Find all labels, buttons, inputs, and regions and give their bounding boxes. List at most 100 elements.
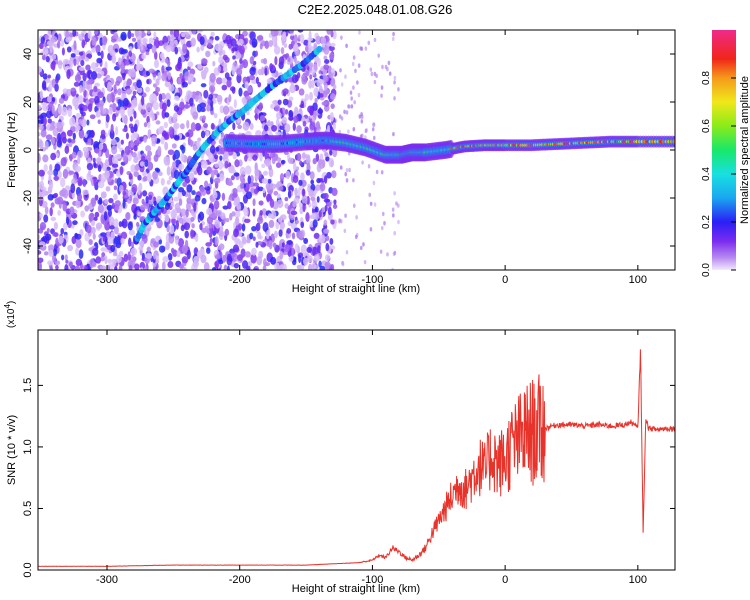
heatmap-cell xyxy=(279,222,286,230)
heatmap-cell xyxy=(137,211,142,217)
heatmap-cell xyxy=(127,107,134,117)
heatmap-cell xyxy=(358,114,362,119)
heatmap-cell xyxy=(94,211,100,218)
heatmap-cell xyxy=(224,160,229,169)
heatmap-cell xyxy=(318,260,322,268)
heatmap-cell xyxy=(145,195,149,204)
heatmap-cell xyxy=(307,39,312,49)
heatmap-cell xyxy=(128,50,133,57)
heatmap-cell xyxy=(172,154,176,161)
heatmap-cell xyxy=(157,145,162,156)
heatmap-cell xyxy=(155,235,161,241)
heatmap-cell xyxy=(166,179,171,185)
spectrogram-x-tick-label: 100 xyxy=(629,274,647,286)
heatmap-cell xyxy=(45,134,53,141)
heatmap-cell xyxy=(239,166,246,176)
heatmap-cell xyxy=(253,188,259,195)
heatmap-cell xyxy=(202,115,207,121)
heatmap-cell xyxy=(68,170,75,175)
heatmap-cell xyxy=(57,209,61,216)
heatmap-cell xyxy=(316,196,320,203)
heatmap-cell xyxy=(82,178,87,188)
heatmap-cell xyxy=(179,72,183,79)
heatmap-cell xyxy=(137,87,143,94)
heatmap-cell xyxy=(66,46,72,53)
heatmap-cell xyxy=(241,260,249,269)
heatmap-cell xyxy=(288,110,294,118)
heatmap-cell xyxy=(190,122,196,132)
heatmap-cell xyxy=(358,30,361,35)
heatmap-cell xyxy=(258,102,263,112)
heatmap-cell xyxy=(138,63,144,72)
heatmap-cell xyxy=(306,246,313,254)
heatmap-cell xyxy=(79,229,84,237)
heatmap-cell xyxy=(354,234,358,240)
heatmap-cell xyxy=(213,177,221,184)
heatmap-cell xyxy=(363,259,367,265)
heatmap-cell xyxy=(213,113,218,119)
heatmap-cell xyxy=(187,77,191,83)
heatmap-cell xyxy=(347,104,350,109)
heatmap-cell xyxy=(208,222,213,229)
heatmap-cell xyxy=(100,50,104,60)
heatmap-cell xyxy=(263,258,267,267)
heatmap-cell xyxy=(49,125,54,131)
heatmap-cell xyxy=(98,197,103,205)
heatmap-cell xyxy=(109,225,115,230)
heatmap-cell xyxy=(214,260,220,269)
heatmap-cell xyxy=(113,226,119,235)
heatmap-cell xyxy=(353,100,356,105)
heatmap-cell xyxy=(302,202,306,213)
heatmap-cell xyxy=(280,47,285,55)
heatmap-cell xyxy=(65,30,70,39)
snr-x-axis: -300 -200 -100 0 100 xyxy=(96,330,647,586)
heatmap-cell xyxy=(82,146,89,153)
heatmap-cell xyxy=(281,242,285,248)
heatmap-cell xyxy=(40,36,45,45)
snr-x-tick-label: -300 xyxy=(96,574,118,586)
heatmap-cell xyxy=(245,191,253,200)
heatmap-cell xyxy=(122,73,126,81)
heatmap-cell xyxy=(128,229,136,236)
heatmap-cell xyxy=(373,37,377,43)
heatmap-cell xyxy=(315,35,322,45)
heatmap-cell xyxy=(262,170,268,176)
heatmap-cell xyxy=(330,263,335,270)
heatmap-cell xyxy=(94,95,100,104)
heatmap-cell xyxy=(239,64,244,70)
heatmap-cell xyxy=(230,38,237,47)
heatmap-cell xyxy=(130,133,137,141)
heatmap-cell xyxy=(114,48,118,53)
heatmap-cell xyxy=(261,163,266,168)
heatmap-cell xyxy=(180,152,185,162)
heatmap-cell xyxy=(120,139,125,145)
heatmap-cell xyxy=(195,94,199,103)
heatmap-cell xyxy=(213,199,220,210)
heatmap-cell xyxy=(173,122,180,130)
heatmap-cell xyxy=(298,254,302,264)
heatmap-cell xyxy=(323,228,330,234)
heatmap-cell xyxy=(65,88,72,97)
heatmap-cell xyxy=(323,198,331,203)
heatmap-cell xyxy=(148,68,155,74)
heatmap-cell xyxy=(107,236,114,245)
heatmap-cell xyxy=(191,223,195,229)
heatmap-cell xyxy=(290,34,295,41)
heatmap-cell xyxy=(112,113,117,122)
heatmap-cell xyxy=(367,164,371,169)
heatmap-cell xyxy=(110,138,117,146)
heatmap-cell xyxy=(181,189,186,197)
heatmap-cell xyxy=(252,182,259,187)
heatmap-cell xyxy=(129,178,134,185)
heatmap-cell xyxy=(323,45,330,55)
heatmap-cell xyxy=(87,103,93,112)
heatmap-cell xyxy=(254,50,258,57)
heatmap-cell xyxy=(323,219,328,226)
heatmap-cell xyxy=(141,95,145,106)
heatmap-cell xyxy=(285,109,289,115)
heatmap-cell xyxy=(302,257,309,266)
heatmap-cell xyxy=(45,233,52,241)
heatmap-cell xyxy=(139,136,145,142)
heatmap-cell xyxy=(75,247,80,256)
heatmap-cell xyxy=(38,119,44,124)
